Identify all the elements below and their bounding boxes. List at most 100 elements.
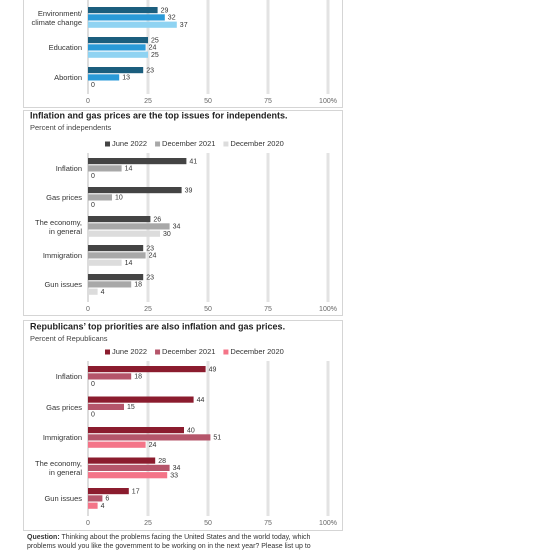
category-text: Environment/ climate change [31, 8, 82, 27]
category-label: Abortion [54, 73, 82, 83]
value-label: 4 [101, 289, 105, 296]
bar [88, 44, 146, 51]
category-text: Inflation [55, 372, 82, 382]
panel-subtitle: Percent of Republicans [30, 334, 108, 343]
legend-label: December 2020 [230, 139, 283, 148]
bar [88, 259, 122, 266]
bar [88, 51, 148, 58]
x-tick-label: 50 [204, 98, 212, 105]
value-label: 44 [197, 397, 205, 404]
value-label: 24 [149, 45, 157, 52]
legend-label: December 2020 [230, 347, 283, 356]
value-label: 24 [149, 253, 157, 260]
category-label: Gas prices [46, 193, 82, 203]
bar [88, 366, 206, 373]
value-label: 33 [170, 473, 178, 480]
value-label: 25 [151, 37, 159, 44]
value-label: 0 [91, 381, 95, 388]
category-label: The economy, in general [35, 217, 82, 236]
bar [88, 252, 146, 259]
bar [88, 464, 170, 471]
category-label: Environment/ climate change [31, 8, 82, 27]
bar [88, 158, 187, 165]
bar [88, 441, 146, 448]
bar [88, 187, 182, 194]
panel-border [23, 110, 343, 316]
value-label: 0 [91, 412, 95, 419]
bar [88, 502, 98, 509]
bar [88, 281, 132, 288]
bar [88, 74, 120, 81]
category-label: Inflation [55, 372, 82, 382]
category-label: Gun issues [44, 280, 82, 290]
value-label: 13 [122, 75, 130, 82]
x-tick-label: 100% [319, 98, 337, 105]
legend-swatch [155, 349, 161, 355]
category-label: Inflation [56, 164, 82, 173]
panel-title: Inflation and gas prices are the top iss… [30, 110, 288, 120]
legend-label: June 2022 [112, 347, 147, 356]
bar [88, 14, 165, 21]
value-label: 4 [101, 503, 105, 510]
category-text: Gas prices [46, 193, 82, 203]
category-label: Immigration [42, 251, 82, 261]
value-label: 34 [173, 465, 181, 472]
category-label: Education [48, 43, 82, 53]
x-tick-label: 100% [319, 520, 337, 527]
legend-swatch [223, 349, 229, 355]
legend-label: December 2021 [162, 347, 215, 356]
bar [88, 427, 184, 434]
panel-border [23, 0, 343, 108]
bar [88, 194, 112, 201]
bar [88, 230, 160, 237]
x-tick-label: 0 [86, 98, 90, 105]
category-text: The economy, in general [35, 217, 82, 236]
bar [88, 434, 211, 441]
bar [88, 274, 144, 281]
category-text: The economy, in general [35, 459, 82, 478]
x-tick-label: 25 [144, 98, 152, 105]
value-label: 18 [134, 374, 142, 381]
value-label: 18 [134, 282, 142, 289]
legend-swatch [155, 141, 161, 147]
bar [88, 7, 158, 14]
bar [88, 37, 148, 44]
category-text: Education [48, 43, 82, 53]
bar [88, 396, 194, 403]
category-text: Abortion [54, 73, 82, 83]
category-text: Immigration [42, 251, 82, 261]
value-label: 28 [158, 458, 166, 465]
value-label: 29 [161, 7, 169, 14]
panel-subtitle: Percent of independents [30, 123, 112, 132]
category-text: Gun issues [44, 280, 82, 290]
value-label: 15 [127, 404, 135, 411]
x-tick-label: 75 [264, 306, 272, 313]
value-label: 26 [153, 216, 161, 223]
bar [88, 373, 132, 380]
x-tick-label: 50 [204, 306, 212, 313]
category-text: Gun issues [44, 494, 82, 504]
x-tick-label: 75 [264, 98, 272, 105]
legend-label: December 2021 [162, 139, 215, 148]
category-text: Immigration [42, 433, 82, 443]
footnote: Question: Thinking about the problems fa… [27, 534, 311, 550]
value-label: 23 [146, 245, 154, 252]
value-label: 49 [209, 366, 217, 373]
value-label: 34 [173, 224, 181, 231]
legend-swatch [105, 141, 110, 147]
x-tick-label: 0 [86, 306, 90, 313]
value-label: 23 [146, 274, 154, 281]
category-text: Gas prices [46, 402, 82, 412]
value-label: 10 [115, 195, 123, 202]
category-label: Gun issues [44, 494, 82, 504]
value-label: 24 [149, 442, 157, 449]
value-label: 14 [125, 260, 133, 267]
value-label: 40 [187, 427, 195, 434]
value-label: 14 [125, 166, 133, 173]
value-label: 39 [185, 187, 193, 194]
value-label: 6 [105, 496, 109, 503]
x-tick-label: 100% [319, 306, 337, 313]
x-tick-label: 0 [86, 520, 90, 527]
bar [88, 21, 177, 28]
